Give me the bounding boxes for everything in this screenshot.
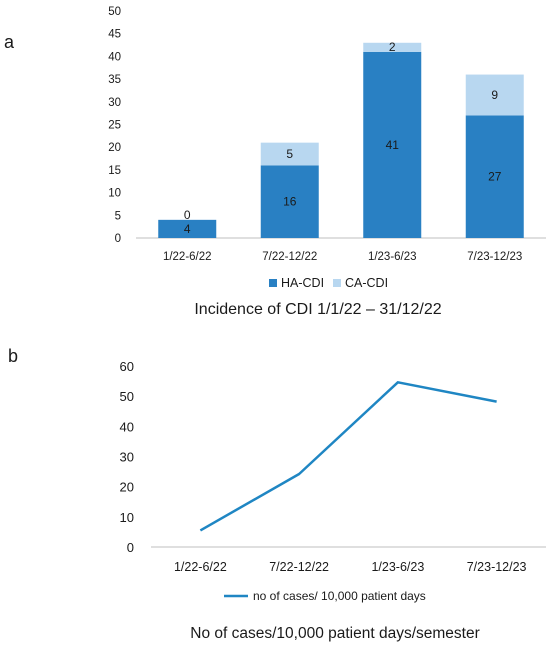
legend-label-cases: no of cases/ 10,000 patient days (253, 589, 426, 603)
x-tick-label: 7/23-12/23 (467, 251, 522, 263)
data-label: 9 (491, 88, 498, 102)
panel-b-series-line (199, 381, 497, 532)
panel-b-label: b (8, 346, 18, 366)
data-label: 4 (184, 222, 191, 236)
y-tick-label: 40 (108, 51, 121, 63)
panel-b-legend: no of cases/ 10,000 patient days (224, 589, 426, 603)
legend-label-ca-cdi: CA-CDI (345, 276, 388, 290)
data-label: 16 (283, 195, 297, 209)
bar-ca-cdi (465, 74, 524, 116)
y-tick-label: 30 (120, 450, 134, 465)
panel-a-bars: 40 16 5 41 2 27 9 (158, 40, 524, 238)
legend-label-ha-cdi: HA-CDI (281, 276, 324, 290)
x-tick-label: 7/23-12/23 (467, 560, 527, 574)
data-label: 0 (184, 208, 191, 222)
panel-a-title: Incidence of CDI 1/1/22 – 31/12/22 (194, 301, 441, 318)
y-tick-label: 40 (120, 419, 134, 434)
y-tick-label: 35 (108, 74, 121, 86)
x-tick-label: 1/23-6/23 (368, 251, 417, 263)
x-tick-label: 7/22-12/22 (269, 560, 329, 574)
data-label: 5 (286, 147, 293, 161)
x-tick-label: 7/22-12/22 (262, 251, 317, 263)
y-tick-label: 20 (108, 142, 121, 154)
panel-b-line-chart: b 0 10 20 30 40 50 60 1/22-6/22 7/22-12/22 1/23-… (8, 346, 546, 642)
panel-a-y-axis: 0 5 10 15 20 25 30 35 40 45 50 (108, 6, 121, 245)
bar-ha-cdi (158, 219, 217, 238)
bar-ha-cdi (465, 115, 524, 238)
bar-ha-cdi (363, 51, 422, 238)
y-tick-label: 0 (127, 540, 134, 555)
x-tick-label: 1/22-6/22 (163, 251, 212, 263)
y-tick-label: 10 (120, 510, 134, 525)
y-tick-label: 50 (120, 389, 134, 404)
y-tick-label: 60 (120, 359, 134, 374)
y-tick-label: 30 (108, 97, 121, 109)
legend-swatch-ha-cdi (269, 279, 277, 287)
y-tick-label: 50 (108, 6, 121, 18)
panel-a-x-axis: 1/22-6/22 7/22-12/22 1/23-6/23 7/23-12/23 (163, 251, 522, 263)
y-tick-label: 20 (120, 480, 134, 495)
data-label: 2 (389, 40, 396, 54)
x-tick-label: 1/23-6/23 (371, 560, 424, 574)
y-tick-label: 10 (108, 188, 121, 200)
y-tick-label: 25 (108, 120, 121, 132)
y-tick-label: 45 (108, 29, 121, 41)
panel-a-legend: HA-CDI CA-CDI (269, 276, 388, 290)
panel-b-y-axis: 0 10 20 30 40 50 60 (120, 359, 134, 555)
legend-swatch-ca-cdi (333, 279, 341, 287)
y-tick-label: 0 (115, 233, 121, 245)
bar-ha-cdi (260, 165, 319, 238)
bar-ca-cdi (363, 42, 422, 52)
panel-a-label: a (4, 32, 15, 52)
y-tick-label: 5 (115, 210, 121, 222)
data-label: 41 (386, 138, 400, 152)
data-label: 27 (488, 170, 502, 184)
panel-b-x-axis: 1/22-6/22 7/22-12/22 1/23-6/23 7/23-12/23 (174, 560, 527, 574)
bar-ca-cdi (260, 142, 319, 166)
panel-b-title: No of cases/10,000 patient days/semester (190, 625, 480, 642)
x-tick-label: 1/22-6/22 (174, 560, 227, 574)
y-tick-label: 15 (108, 165, 121, 177)
